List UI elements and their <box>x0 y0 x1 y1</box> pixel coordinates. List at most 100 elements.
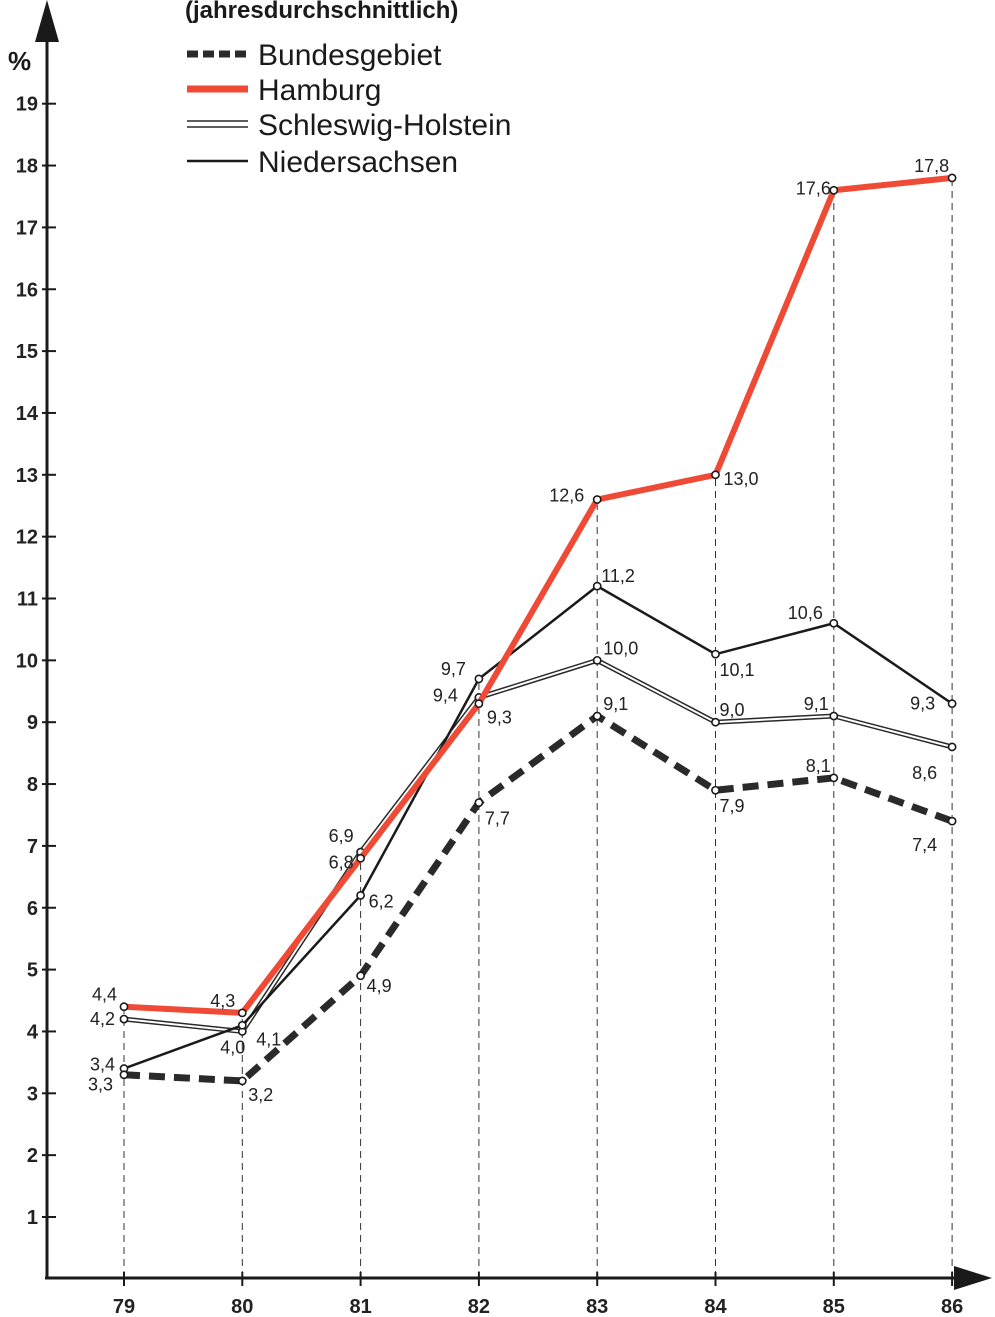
legend-label-schleswig-holstein: Schleswig-Holstein <box>258 109 511 142</box>
series-layer <box>119 173 957 1086</box>
point-bundesgebiet-79 <box>119 1070 129 1080</box>
data-label-bundesgebiet-84: 7,9 <box>720 796 745 816</box>
point-bundesgebiet-81 <box>356 971 365 981</box>
data-label-niedersachsen-83: 11,2 <box>601 566 635 586</box>
point-bundesgebiet-82 <box>474 798 484 808</box>
data-label-niedersachsen-81: 6,2 <box>369 891 394 911</box>
point-bundesgebiet-80 <box>237 1076 247 1086</box>
point-bundesgebiet-84 <box>711 785 720 795</box>
x-tick-label-79: 79 <box>113 1296 135 1317</box>
point-bundesgebiet-85 <box>829 773 839 783</box>
data-label-schleswig-holstein-79: 4,2 <box>90 1009 115 1029</box>
data-label-schleswig-holstein-81: 6,9 <box>329 826 354 846</box>
y-tick-label-4: 4 <box>27 1021 39 1043</box>
data-label-hamburg-81: 6,8 <box>329 852 354 872</box>
point-hamburg-81 <box>356 853 365 863</box>
y-tick-label-15: 15 <box>16 341 38 363</box>
y-tick-label-5: 5 <box>27 960 38 982</box>
y-axis-arrow <box>35 0 59 42</box>
y-tick-label-19: 19 <box>16 94 38 116</box>
series-niedersachsen <box>119 581 957 1073</box>
legend-label-niedersachsen: Niedersachsen <box>258 146 458 179</box>
axes <box>35 0 992 1290</box>
x-axis-arrow <box>954 1266 992 1290</box>
point-schleswig-holstein-86 <box>947 742 957 752</box>
x-tick-label-83: 83 <box>586 1296 608 1317</box>
point-hamburg-84 <box>711 470 720 480</box>
data-label-bundesgebiet-79: 3,3 <box>88 1075 113 1095</box>
point-niedersachsen-84 <box>711 649 720 659</box>
point-schleswig-holstein-79 <box>119 1014 129 1024</box>
data-label-schleswig-holstein-86: 8,6 <box>912 763 937 783</box>
point-hamburg-79 <box>119 1002 129 1012</box>
data-label-niedersachsen-85: 10,6 <box>788 603 823 623</box>
point-niedersachsen-80 <box>237 1020 247 1030</box>
data-label-niedersachsen-86: 9,3 <box>910 694 935 714</box>
data-label-schleswig-holstein-85: 9,1 <box>804 694 829 714</box>
data-label-bundesgebiet-80: 3,2 <box>248 1085 273 1105</box>
x-tick-label-81: 81 <box>349 1296 371 1317</box>
y-tick-label-18: 18 <box>16 156 38 178</box>
series-schleswig-holstein <box>119 655 957 1036</box>
y-tick-label-16: 16 <box>16 279 38 301</box>
data-label-niedersachsen-84: 10,1 <box>720 660 755 680</box>
x-tick-label-85: 85 <box>823 1296 845 1317</box>
data-label-bundesgebiet-82: 7,7 <box>485 809 510 829</box>
y-axis-unit-label: % <box>8 46 31 76</box>
y-tick-label-13: 13 <box>16 465 38 487</box>
y-tick-label-6: 6 <box>27 898 38 920</box>
data-labels: 3,3 3,2 4,9 7,7 9,1 7,9 8,1 7,4 4,4 4,3 6,8 9,3 12,6… <box>88 156 949 1105</box>
chart-title: (jahresdurchschnittlich) <box>185 0 458 24</box>
point-schleswig-holstein-85 <box>829 711 839 721</box>
y-tick-label-12: 12 <box>16 527 38 549</box>
series-hamburg <box>119 173 957 1018</box>
series-bundesgebiet <box>119 711 957 1086</box>
data-label-bundesgebiet-83: 9,1 <box>603 694 628 714</box>
x-ticks: 79 80 81 82 83 84 85 86 <box>113 1272 963 1317</box>
point-hamburg-85 <box>829 185 839 195</box>
y-tick-label-9: 9 <box>27 712 38 734</box>
series-line-bundesgebiet <box>123 712 954 1085</box>
y-tick-label-8: 8 <box>27 774 38 796</box>
y-tick-label-11: 11 <box>17 589 38 611</box>
point-schleswig-holstein-83 <box>592 655 602 665</box>
point-hamburg-86 <box>947 173 957 183</box>
point-hamburg-83 <box>592 495 602 504</box>
point-hamburg-82 <box>474 699 484 709</box>
data-label-hamburg-80: 4,3 <box>210 991 235 1011</box>
point-niedersachsen-86 <box>947 699 957 709</box>
y-tick-label-10: 10 <box>16 650 38 672</box>
data-label-hamburg-86: 17,8 <box>914 156 949 176</box>
data-label-bundesgebiet-85: 8,1 <box>806 756 831 776</box>
data-label-hamburg-79: 4,4 <box>92 985 117 1005</box>
data-label-hamburg-84: 13,0 <box>724 469 759 489</box>
y-tick-label-17: 17 <box>16 217 38 239</box>
point-niedersachsen-83 <box>592 581 602 591</box>
y-tick-label-7: 7 <box>27 836 38 858</box>
point-schleswig-holstein-84 <box>711 717 720 727</box>
data-label-bundesgebiet-81: 4,9 <box>367 976 392 996</box>
x-tick-label-84: 84 <box>704 1296 727 1317</box>
x-tick-label-86: 86 <box>941 1296 963 1317</box>
data-label-niedersachsen-80: 4,1 <box>256 1029 281 1049</box>
data-label-schleswig-holstein-84: 9,0 <box>720 700 745 720</box>
y-tick-label-2: 2 <box>27 1145 38 1167</box>
legend-label-bundesgebiet: Bundesgebiet <box>258 39 442 72</box>
legend-swatch-schleswig-holstein <box>187 120 248 128</box>
point-hamburg-80 <box>237 1008 247 1018</box>
y-tick-label-3: 3 <box>27 1083 38 1105</box>
x-tick-label-80: 80 <box>231 1296 253 1317</box>
drop-lines <box>123 177 953 1278</box>
series-line-inner-schleswig-holstein <box>123 659 953 1033</box>
data-label-schleswig-holstein-80: 4,0 <box>220 1037 245 1057</box>
data-label-niedersachsen-79: 3,4 <box>90 1055 115 1075</box>
series-line-hamburg <box>123 174 953 1016</box>
data-label-schleswig-holstein-83: 10,0 <box>603 638 638 658</box>
x-tick-label-82: 82 <box>468 1296 490 1317</box>
data-label-hamburg-83: 12,6 <box>549 486 584 506</box>
point-niedersachsen-81 <box>356 890 365 900</box>
data-label-niedersachsen-82: 9,7 <box>441 659 466 679</box>
